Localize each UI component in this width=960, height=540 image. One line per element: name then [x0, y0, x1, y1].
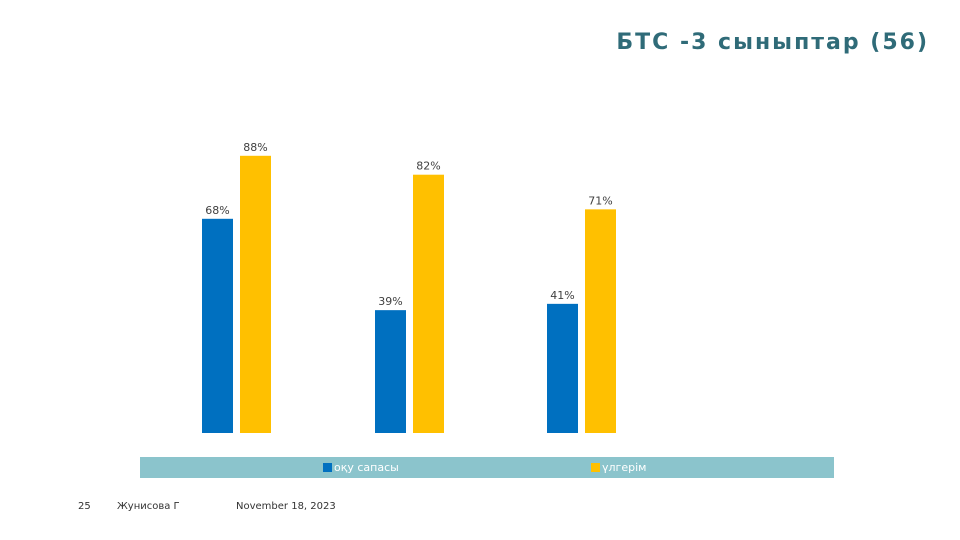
data-label-series2-group2: 82%	[416, 160, 440, 173]
footer-date: November 18, 2023	[236, 501, 336, 512]
legend-item-oqu-sapasy: оқу сапасы	[323, 460, 399, 475]
legend-swatch-oqu-sapasy	[323, 463, 332, 472]
slide-title: БТС -3 сыныптар (56)	[616, 30, 929, 55]
data-label-series1-group2: 39%	[378, 295, 402, 308]
bar-series1-group2	[375, 310, 406, 433]
legend-swatch-ulgerim	[591, 463, 600, 472]
footer-author: Жунисова Г	[117, 501, 180, 512]
bar-series1-group1	[202, 218, 233, 433]
bar-series2-group2	[413, 174, 444, 433]
data-label-series1-group3: 41%	[550, 289, 574, 302]
data-label-series1-group1: 68%	[205, 204, 229, 217]
data-label-series2-group3: 71%	[588, 194, 612, 207]
legend-item-ulgerim: үлгерім	[591, 460, 646, 475]
bar-series2-group1	[240, 155, 271, 434]
chart-legend: оқу сапасы үлгерім	[140, 457, 834, 478]
bar-series1-group3	[547, 303, 578, 433]
bar-series2-group3	[585, 209, 616, 433]
legend-label-oqu-sapasy: оқу сапасы	[334, 461, 399, 474]
legend-label-ulgerim: үлгерім	[602, 461, 647, 474]
slide-number: 25	[78, 501, 91, 512]
data-label-series2-group1: 88%	[243, 141, 267, 154]
